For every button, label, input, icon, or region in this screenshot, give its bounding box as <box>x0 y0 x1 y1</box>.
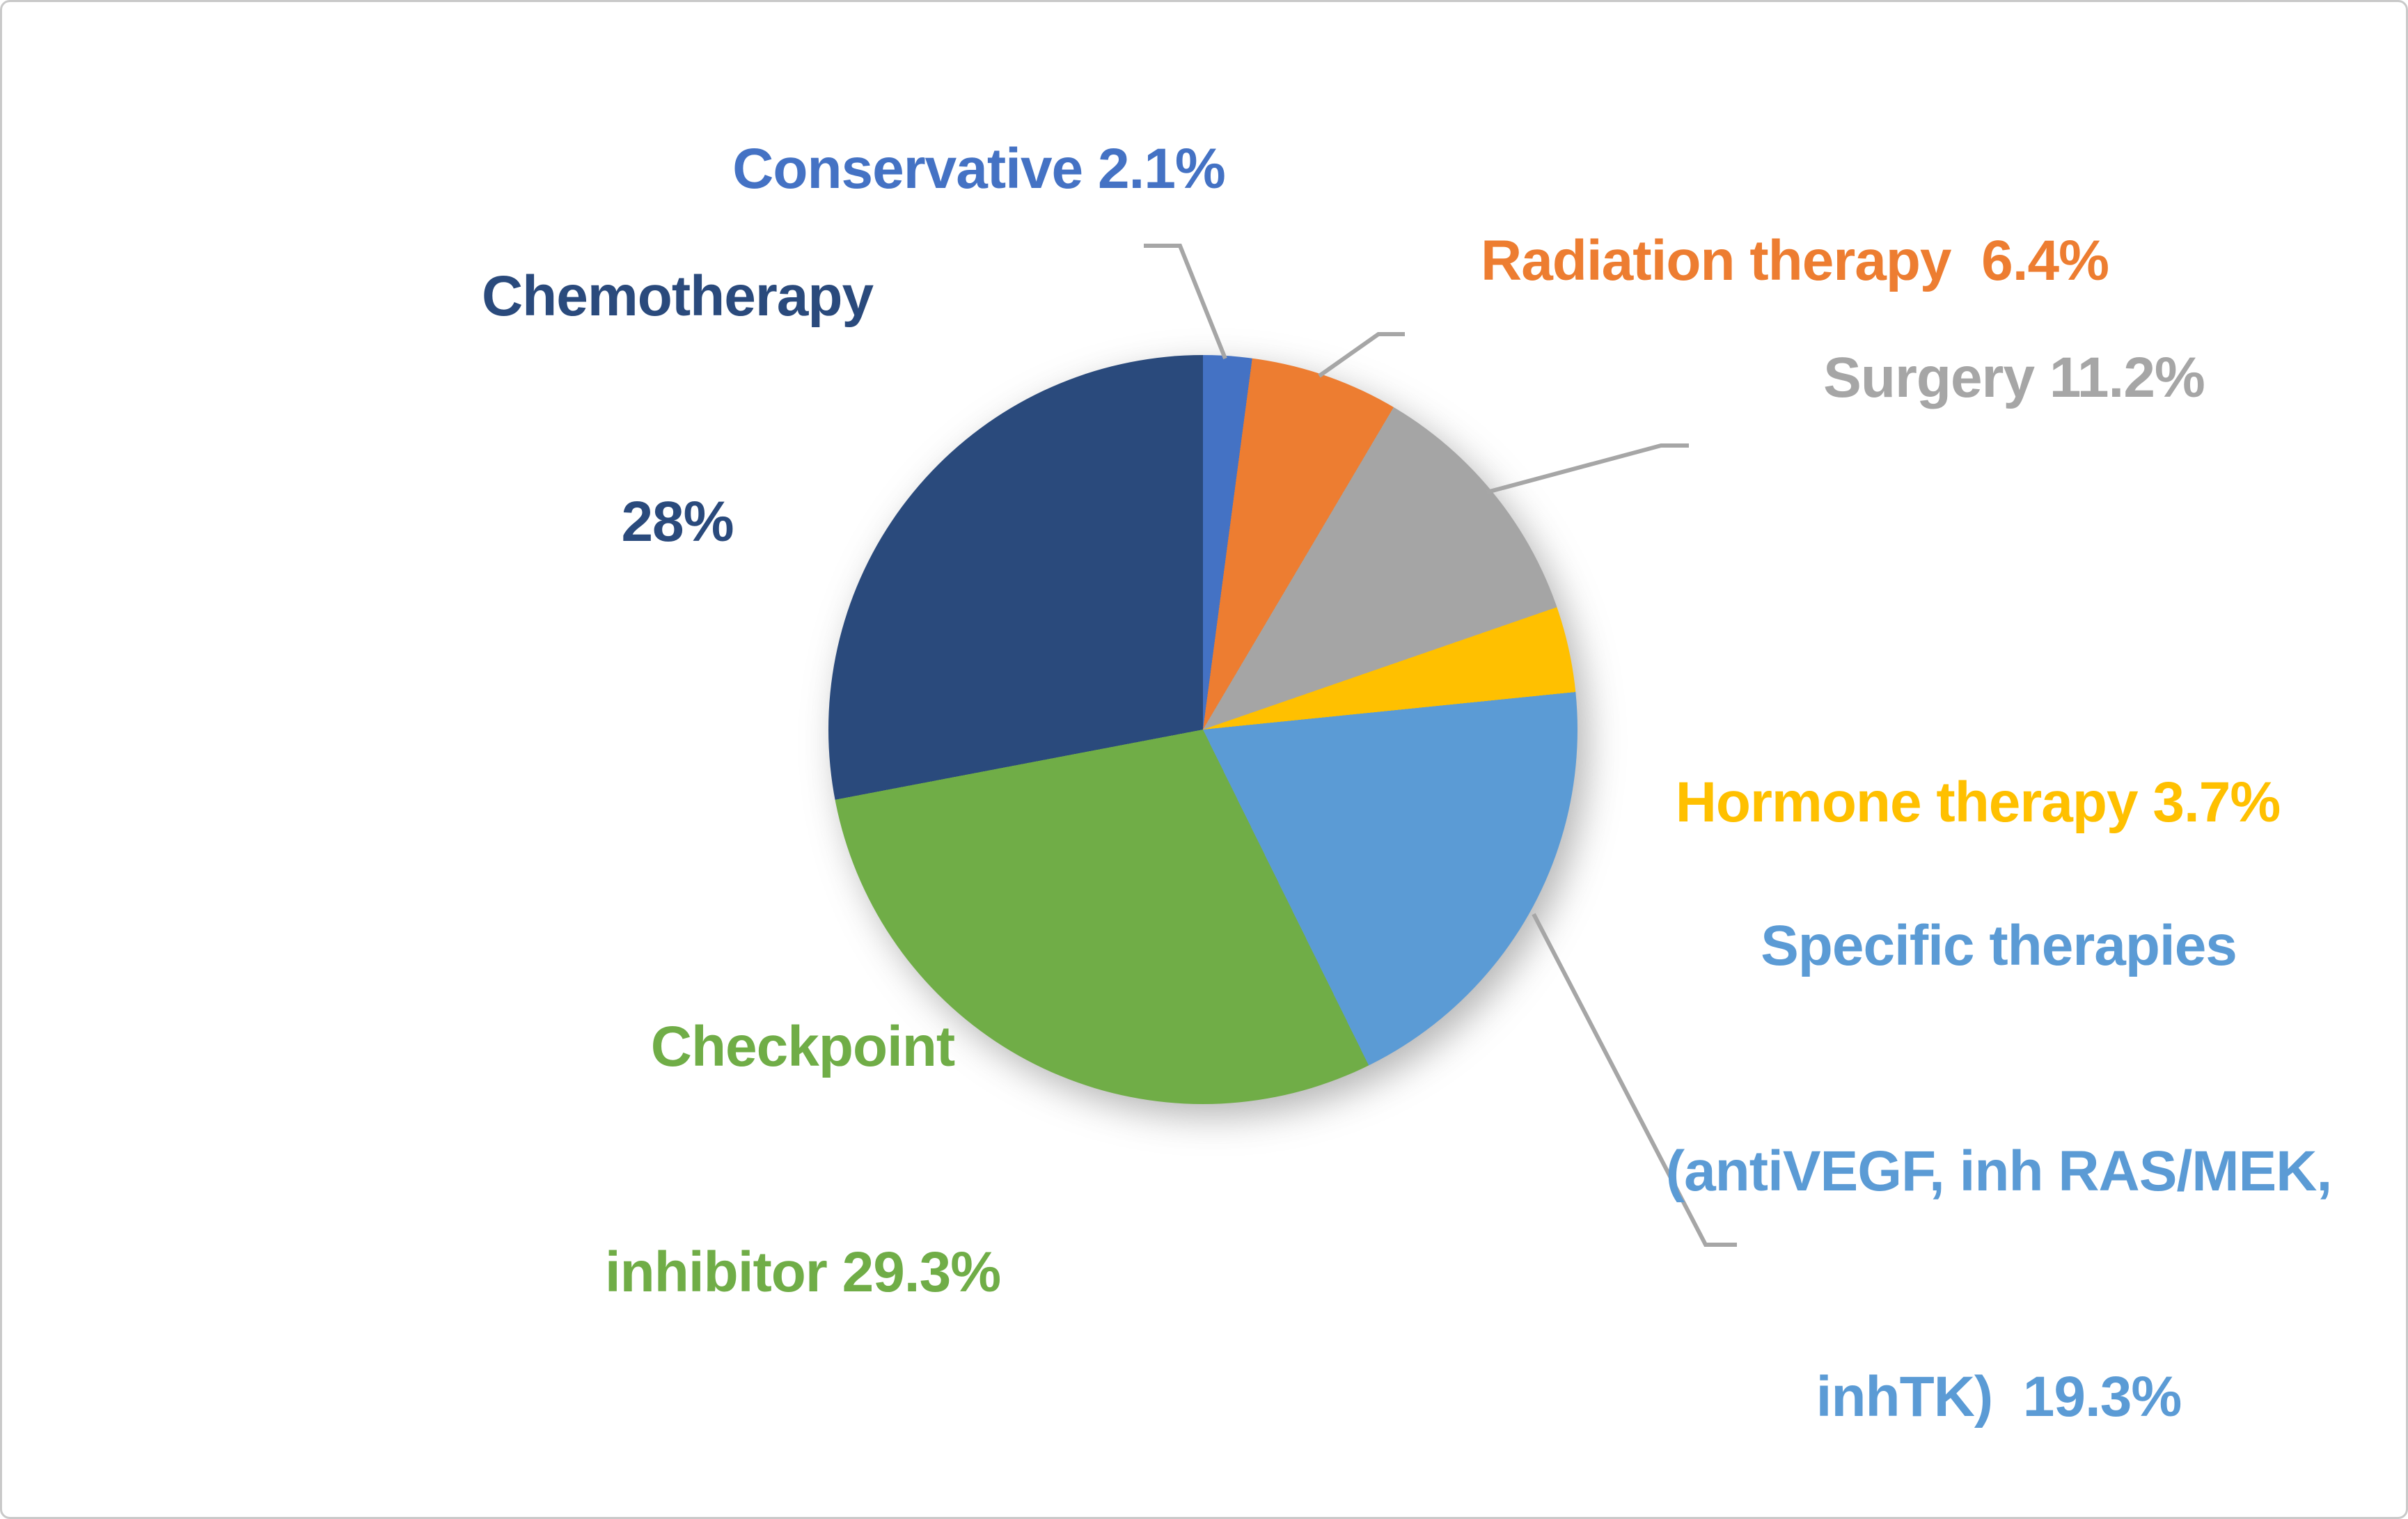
pie-chart <box>828 355 1577 1104</box>
label-hormone-therapy: Hormone therapy 3.7% <box>1676 615 2281 991</box>
label-checkpoint-line-2: inhibitor 29.3% <box>604 1241 1001 1304</box>
label-conservative: Conservative 2.1% <box>732 2 1226 357</box>
label-specific-line-2: (antiVEGF, inh RAS/MEK, <box>1665 1140 2332 1203</box>
leader-line-surgery <box>1486 443 1689 494</box>
label-specific-line-3: inhTK) 19.3% <box>1816 1365 2182 1429</box>
label-chemotherapy-line-1: Chemotherapy <box>481 265 874 328</box>
label-radiation-therapy: Radiation therapy 6.4% <box>1481 73 2109 449</box>
label-checkpoint-line-1: Checkpoint <box>650 1015 955 1078</box>
label-radiation-line: Radiation therapy 6.4% <box>1480 229 2109 292</box>
label-specific-line-1: Specific therapies <box>1761 914 2237 977</box>
leader-line-radiation <box>1318 332 1405 378</box>
label-surgery-line: Surgery 11.2% <box>1823 346 2205 409</box>
label-conservative-line: Conservative 2.1% <box>732 137 1226 200</box>
label-chemotherapy-line-2: 28% <box>621 490 734 553</box>
label-specific-therapies: Specific therapies (antiVEGF, inh RAS/ME… <box>1665 758 2332 1517</box>
label-hormone-line: Hormone therapy 3.7% <box>1675 771 2281 834</box>
label-checkpoint-inhibitor: Checkpoint inhibitor 29.3% <box>604 859 1001 1461</box>
label-surgery: Surgery 11.2% <box>1823 190 2205 566</box>
label-chemotherapy: Chemotherapy 28% <box>481 109 874 710</box>
